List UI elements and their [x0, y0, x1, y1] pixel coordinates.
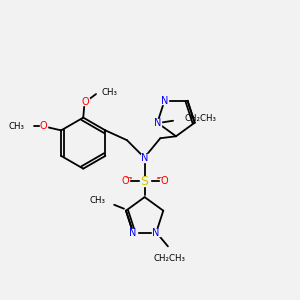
Bar — [121, 178, 129, 185]
Text: O: O — [81, 97, 89, 107]
Text: CH₂CH₃: CH₂CH₃ — [154, 254, 186, 262]
Text: N: N — [152, 228, 160, 238]
Text: CH₂CH₃: CH₂CH₃ — [185, 114, 217, 123]
Text: CH₃: CH₃ — [9, 122, 25, 131]
Bar — [153, 119, 161, 126]
Text: CH₃: CH₃ — [89, 196, 105, 206]
Text: O: O — [121, 176, 129, 186]
Text: N: N — [154, 118, 161, 128]
Bar — [81, 98, 89, 105]
Text: CH₃: CH₃ — [102, 88, 118, 97]
Bar — [140, 177, 149, 186]
Bar — [141, 154, 148, 162]
Text: O: O — [160, 176, 168, 186]
Bar — [160, 97, 168, 104]
Text: N: N — [161, 96, 168, 106]
Text: S: S — [141, 175, 148, 188]
Bar — [129, 229, 137, 236]
Bar — [160, 178, 168, 185]
Bar — [40, 123, 47, 130]
Bar — [152, 229, 160, 236]
Text: O: O — [40, 122, 47, 131]
Text: N: N — [129, 228, 137, 238]
Text: N: N — [141, 153, 148, 163]
